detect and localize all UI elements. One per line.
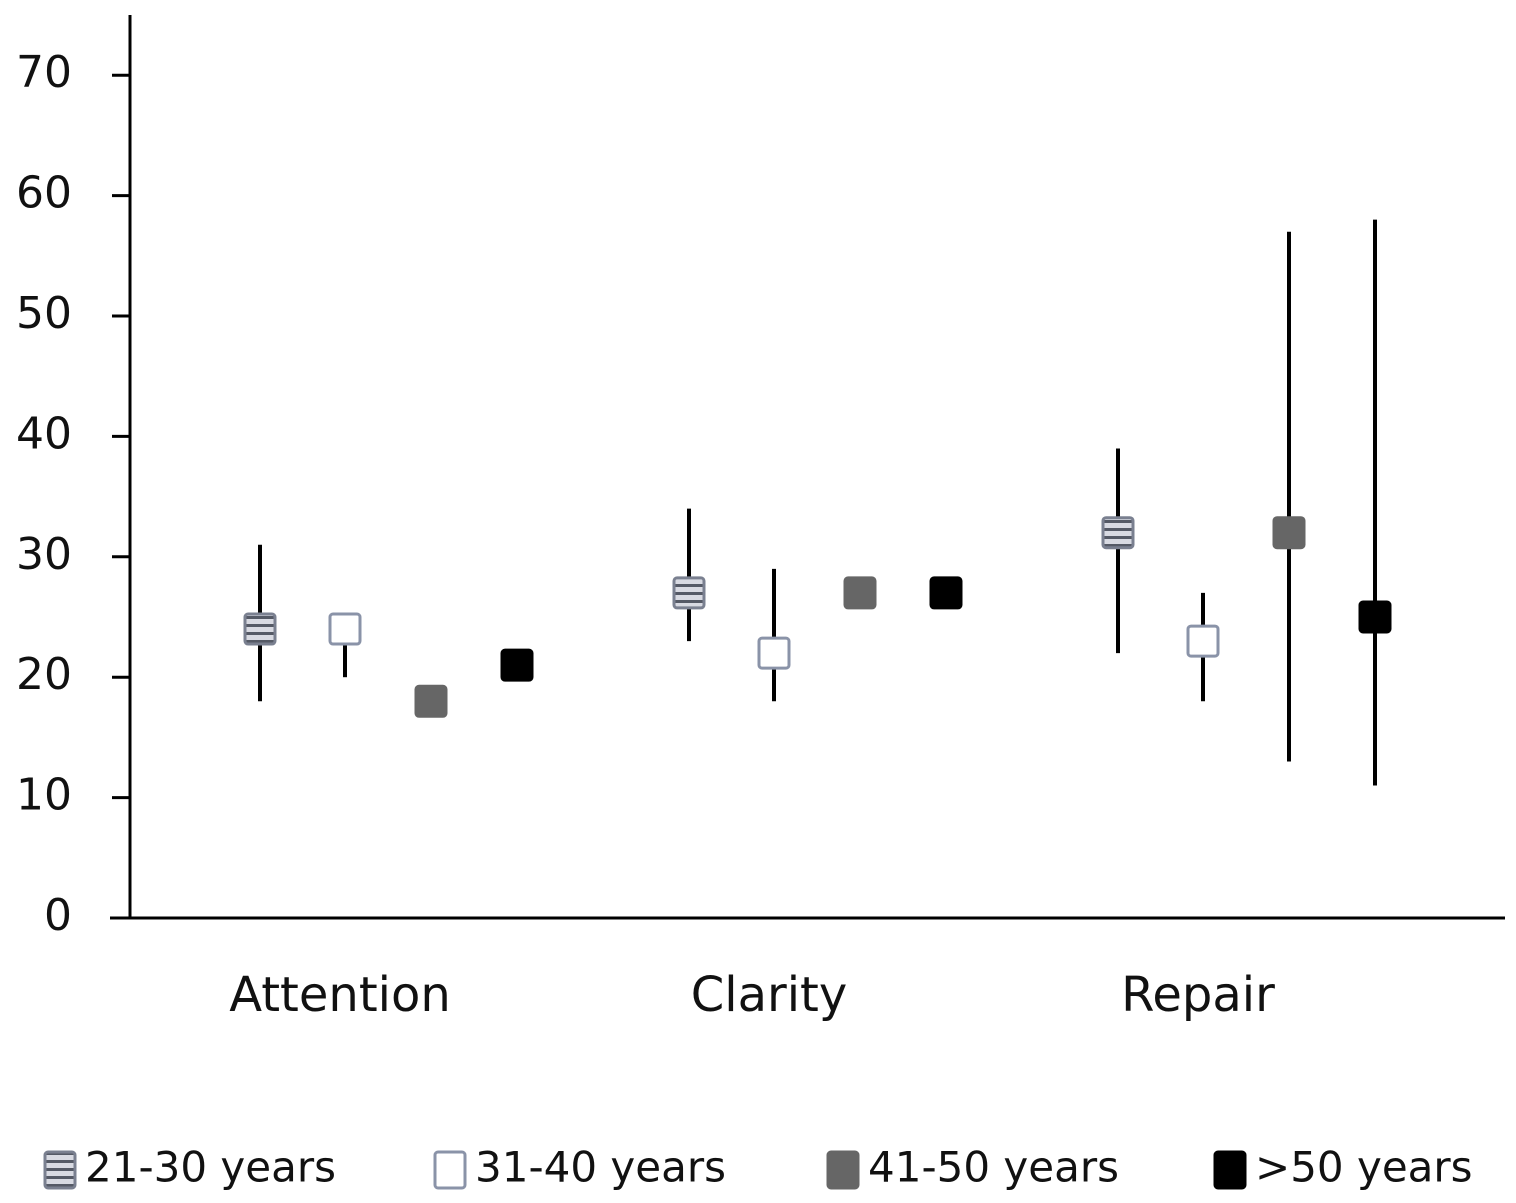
marker xyxy=(1186,624,1220,658)
marker xyxy=(843,576,877,610)
legend-label: 31-40 years xyxy=(475,1143,726,1192)
y-tick-label: 50 xyxy=(16,288,72,339)
x-tick-label: Repair xyxy=(1121,967,1275,1023)
marker xyxy=(500,648,534,682)
y-tick-label: 10 xyxy=(16,770,72,821)
y-tick-label: 70 xyxy=(16,47,72,98)
marker xyxy=(243,612,277,646)
marker xyxy=(929,576,963,610)
y-tick-label: 30 xyxy=(16,529,72,580)
legend-label: >50 years xyxy=(1255,1143,1473,1192)
marker xyxy=(328,612,362,646)
legend-marker xyxy=(433,1150,467,1190)
marker xyxy=(1358,600,1392,634)
marker xyxy=(414,684,448,718)
y-tick-label: 0 xyxy=(44,890,72,941)
x-tick-label: Attention xyxy=(229,967,451,1023)
legend-marker xyxy=(43,1150,77,1190)
legend-label: 21-30 years xyxy=(85,1143,336,1192)
marker xyxy=(672,576,706,610)
marker xyxy=(1272,516,1306,550)
legend-marker xyxy=(826,1150,860,1190)
x-tick-label: Clarity xyxy=(691,967,848,1023)
marker xyxy=(1101,516,1135,550)
y-tick-label: 40 xyxy=(16,408,72,459)
legend-label: 41-50 years xyxy=(868,1143,1119,1192)
y-tick-label: 20 xyxy=(16,649,72,700)
marker xyxy=(757,636,791,670)
y-tick-label: 60 xyxy=(16,168,72,219)
legend-marker xyxy=(1213,1150,1247,1190)
